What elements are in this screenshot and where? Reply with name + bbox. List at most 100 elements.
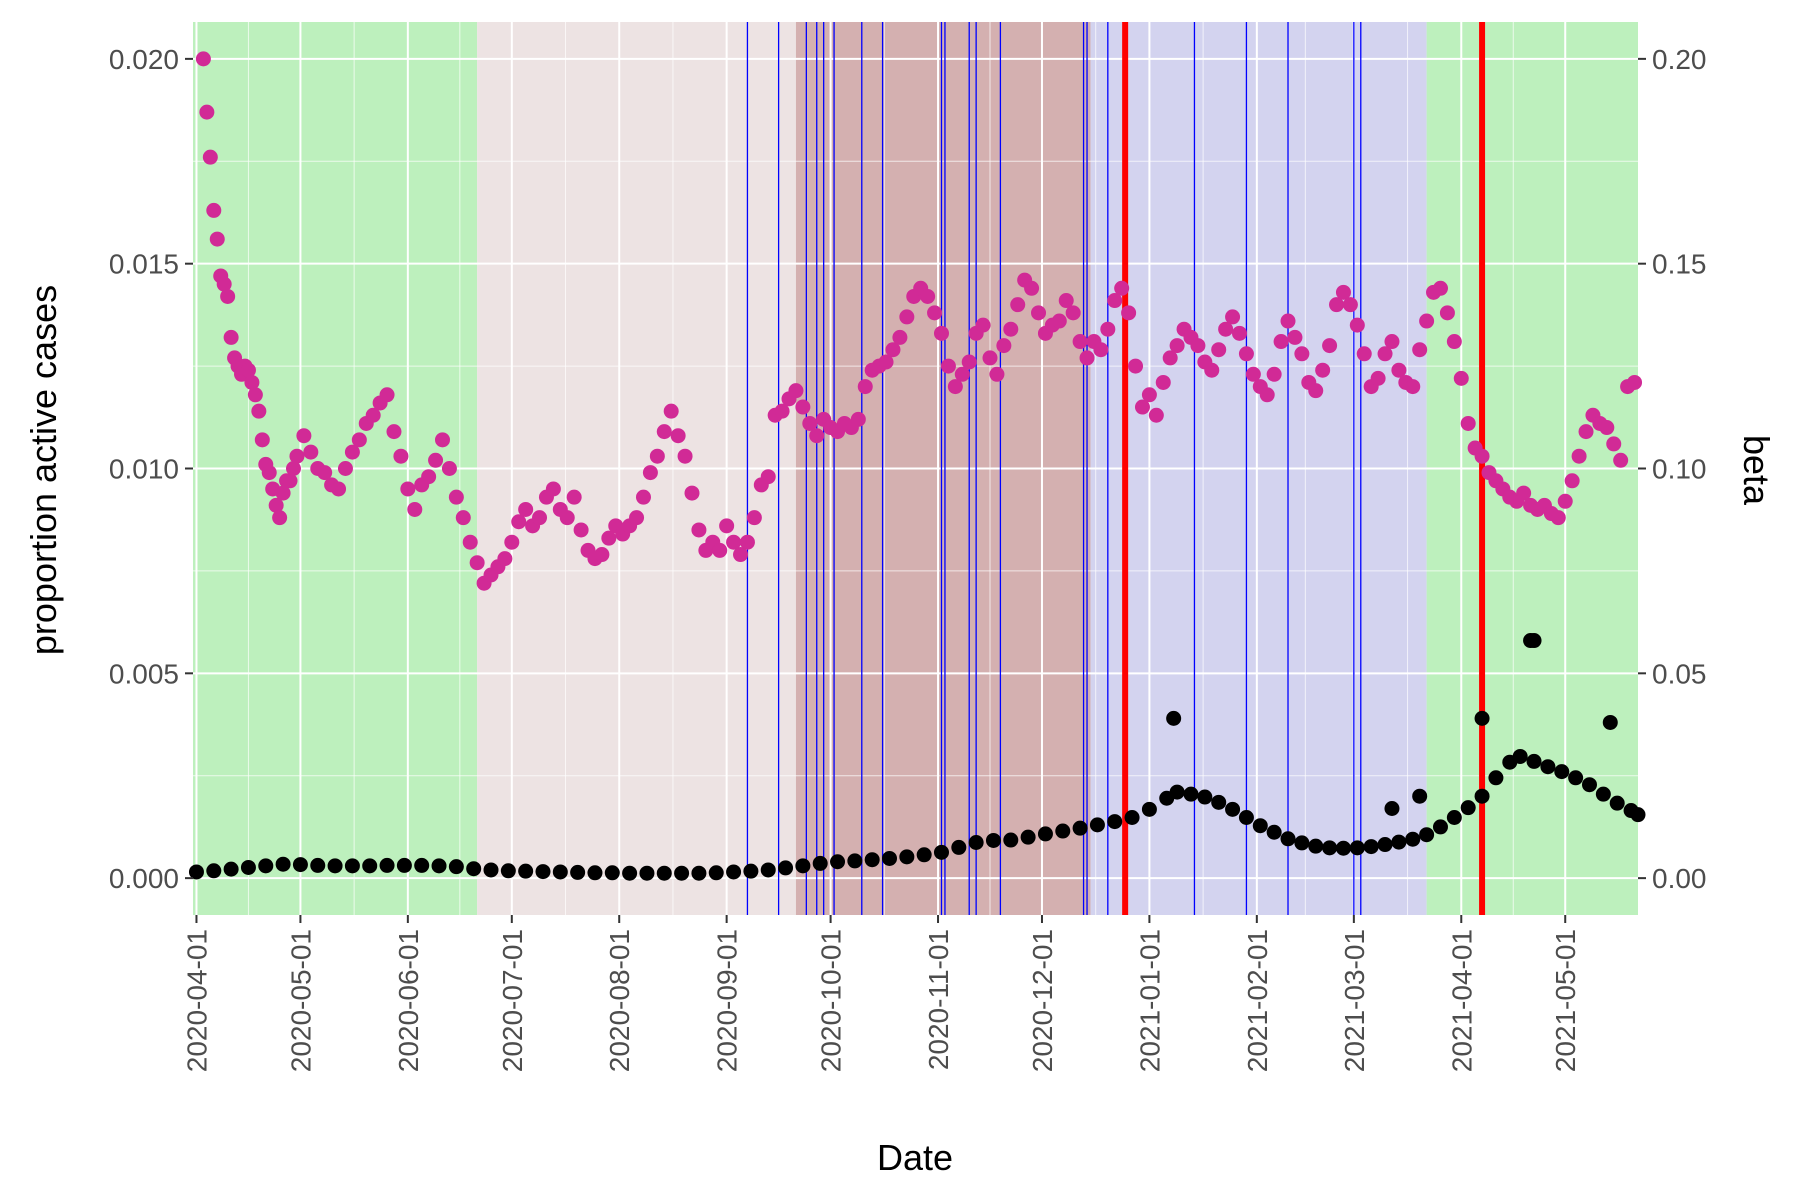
series-2-point: [1554, 764, 1570, 780]
series-1-point: [1266, 366, 1282, 382]
series-2-point: [535, 864, 551, 880]
series-1-point: [1446, 334, 1462, 350]
series-1-point: [940, 358, 956, 374]
series-1-point: [223, 329, 239, 345]
series-2-point: [1488, 770, 1504, 786]
series-1-point: [216, 276, 232, 292]
series-2-point: [518, 863, 534, 879]
series-1-point: [691, 522, 707, 538]
series-2-point: [448, 859, 464, 875]
series-1-point: [1578, 424, 1594, 440]
series-1-point: [601, 530, 617, 546]
series-1-point: [802, 415, 818, 431]
series-2-point: [379, 857, 395, 873]
series-1-point: [961, 354, 977, 370]
series-2-point: [275, 856, 291, 872]
series-1-point: [1114, 280, 1130, 296]
series-1-point: [1259, 387, 1275, 403]
series-2-point: [552, 864, 568, 880]
series-1-point: [1211, 342, 1227, 358]
series-1-point: [428, 452, 444, 468]
series-2-point: [674, 865, 690, 881]
series-1-point: [954, 366, 970, 382]
series-1-point: [1453, 370, 1469, 386]
series-2-point: [310, 857, 326, 873]
series-1-point: [441, 461, 457, 476]
series-1-point: [1003, 321, 1019, 337]
y-tick-label-left: 0.015: [109, 249, 179, 280]
series-2-point: [396, 857, 412, 873]
series-1-point: [774, 403, 790, 419]
series-1-point: [1315, 362, 1331, 378]
series-2-point: [985, 832, 1001, 848]
x-tick-label: 2020-09-01: [712, 929, 743, 1072]
y-tick-label-right: 0.05: [1652, 658, 1707, 689]
series-1-point: [407, 501, 423, 517]
y-tick-label-right: 0.10: [1652, 454, 1707, 485]
x-tick-label: 2021-01-01: [1134, 929, 1165, 1072]
x-tick-label: 2021-03-01: [1339, 929, 1370, 1072]
series-1-point: [1072, 334, 1088, 350]
series-1-point: [220, 288, 236, 304]
series-1-point: [268, 497, 284, 513]
series-1-point: [272, 510, 288, 526]
series-1-point: [254, 432, 270, 448]
series-2-point: [1540, 759, 1556, 775]
series-1-point: [1342, 297, 1358, 313]
series-2-point: [847, 853, 863, 869]
series-1-point: [899, 309, 915, 325]
series-1-point: [1391, 362, 1407, 378]
series-2-point: [1322, 840, 1338, 856]
series-1-point: [1107, 293, 1123, 309]
series-2-point: [466, 861, 482, 877]
series-2-point: [830, 854, 846, 870]
x-tick-label: 2020-11-01: [923, 929, 954, 1070]
series-1-point: [1405, 379, 1421, 395]
series-1-point: [282, 473, 298, 489]
series-1-point: [1460, 415, 1476, 431]
series-1-point: [1474, 448, 1490, 464]
series-2-point: [1252, 818, 1268, 834]
series-2-point: [1405, 831, 1421, 847]
series-1-point: [1564, 473, 1580, 489]
series-1-point: [1155, 374, 1171, 390]
x-tick-label: 2021-05-01: [1550, 929, 1581, 1072]
series-1-point: [1308, 383, 1324, 399]
series-1-point: [795, 399, 811, 415]
series-1-point: [393, 448, 409, 464]
series-1-point: [746, 510, 762, 526]
series-1-point: [386, 424, 402, 440]
series-1-point: [850, 411, 866, 427]
series-1-point: [1141, 387, 1157, 403]
series-1-point: [996, 338, 1012, 354]
y-tick-label-left: 0.000: [109, 863, 179, 894]
series-1-point: [421, 469, 437, 485]
series-1-point: [712, 542, 728, 558]
x-tick-label: 2020-04-01: [181, 929, 212, 1072]
event-lines: [746, 22, 1486, 915]
series-2-point: [1349, 840, 1365, 856]
series-1-point: [296, 428, 312, 444]
series-2-point: [188, 864, 204, 880]
series-2-point: [327, 858, 343, 874]
series-1-point: [209, 231, 225, 247]
series-2-point: [1432, 819, 1448, 835]
series-1-point: [251, 403, 267, 419]
y-tick-label-right: 0.15: [1652, 249, 1707, 280]
y-tick-label-right: 0.00: [1652, 863, 1707, 894]
x-tick-label: 2021-04-01: [1446, 929, 1477, 1072]
y-tick-label-left: 0.005: [109, 658, 179, 689]
series-1-point: [1204, 362, 1220, 378]
series-2-point: [1238, 810, 1254, 826]
series-1-point: [1335, 284, 1351, 300]
series-1-point: [434, 432, 450, 448]
series-2-point: [1141, 801, 1157, 817]
series-2-point: [778, 860, 794, 876]
series-1-point: [1134, 399, 1150, 415]
series-1-point: [1370, 370, 1386, 386]
series-2-point: [1183, 786, 1199, 802]
series-1-point: [365, 407, 381, 423]
series-3-point: [1474, 710, 1490, 726]
series-1-point: [1627, 374, 1643, 390]
series-1-point: [275, 485, 291, 501]
